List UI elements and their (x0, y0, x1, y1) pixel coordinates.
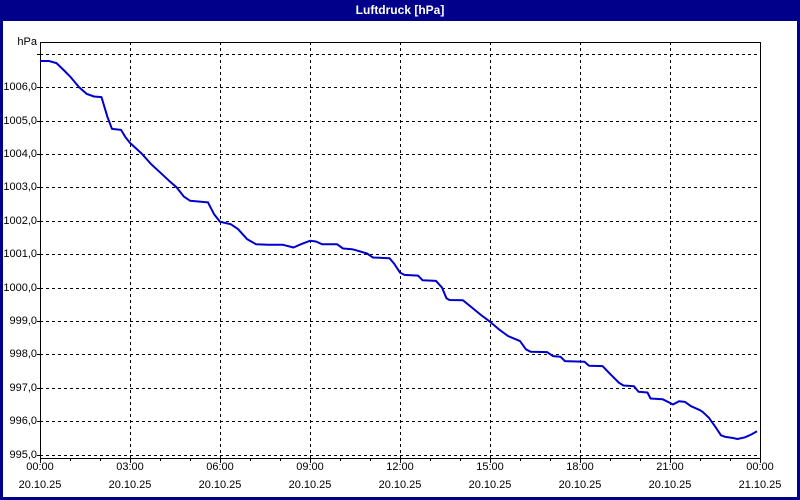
x-tick-time-label: 18:00 (566, 461, 594, 473)
x-tick-time-label: 00:00 (26, 461, 54, 473)
x-tick-date-label: 20.10.25 (558, 479, 602, 491)
x-tick-time-label: 06:00 (206, 461, 234, 473)
x-tick-date-label: 20.10.25 (288, 479, 332, 491)
x-tick-time-label: 03:00 (116, 461, 144, 473)
x-tick-date-label: 20.10.25 (648, 479, 692, 491)
y-tick-label: 1004,0 (3, 148, 37, 160)
plot-border (40, 42, 761, 459)
x-tick-time-label: 15:00 (476, 461, 504, 473)
y-tick-label: 1005,0 (3, 115, 37, 127)
x-tick-date-label: 20.10.25 (198, 479, 242, 491)
y-axis-ticks (37, 54, 40, 456)
y-tick-label: 1000,0 (3, 282, 37, 294)
y-tick-label: 998,0 (9, 348, 37, 360)
y-tick-label: 1006,0 (3, 81, 37, 93)
y-tick-label: 996,0 (9, 415, 37, 427)
y-tick-label: 1002,0 (3, 215, 37, 227)
v-gridlines (130, 42, 671, 458)
title-bar[interactable]: Luftdruck [hPa] (0, 0, 800, 21)
x-tick-date-label: 20.10.25 (108, 479, 152, 491)
x-tick-date-label: 20.10.25 (18, 479, 62, 491)
window-title: Luftdruck [hPa] (355, 3, 445, 17)
pressure-line (40, 60, 758, 440)
x-tick-date-label: 21.10.25 (738, 479, 782, 491)
y-tick-label: 997,0 (9, 382, 37, 394)
y-axis-unit-label: hPa (17, 36, 37, 48)
x-tick-time-label: 21:00 (656, 461, 684, 473)
y-tick-label: 1003,0 (3, 181, 37, 193)
y-tick-label: 995,0 (9, 449, 37, 461)
x-tick-date-label: 20.10.25 (468, 479, 512, 491)
x-tick-time-label: 12:00 (386, 461, 414, 473)
x-tick-time-label: 00:00 (746, 461, 774, 473)
y-tick-label: 999,0 (9, 315, 37, 327)
x-tick-date-label: 20.10.25 (378, 479, 422, 491)
x-tick-time-label: 09:00 (296, 461, 324, 473)
y-tick-label: 1001,0 (3, 248, 37, 260)
